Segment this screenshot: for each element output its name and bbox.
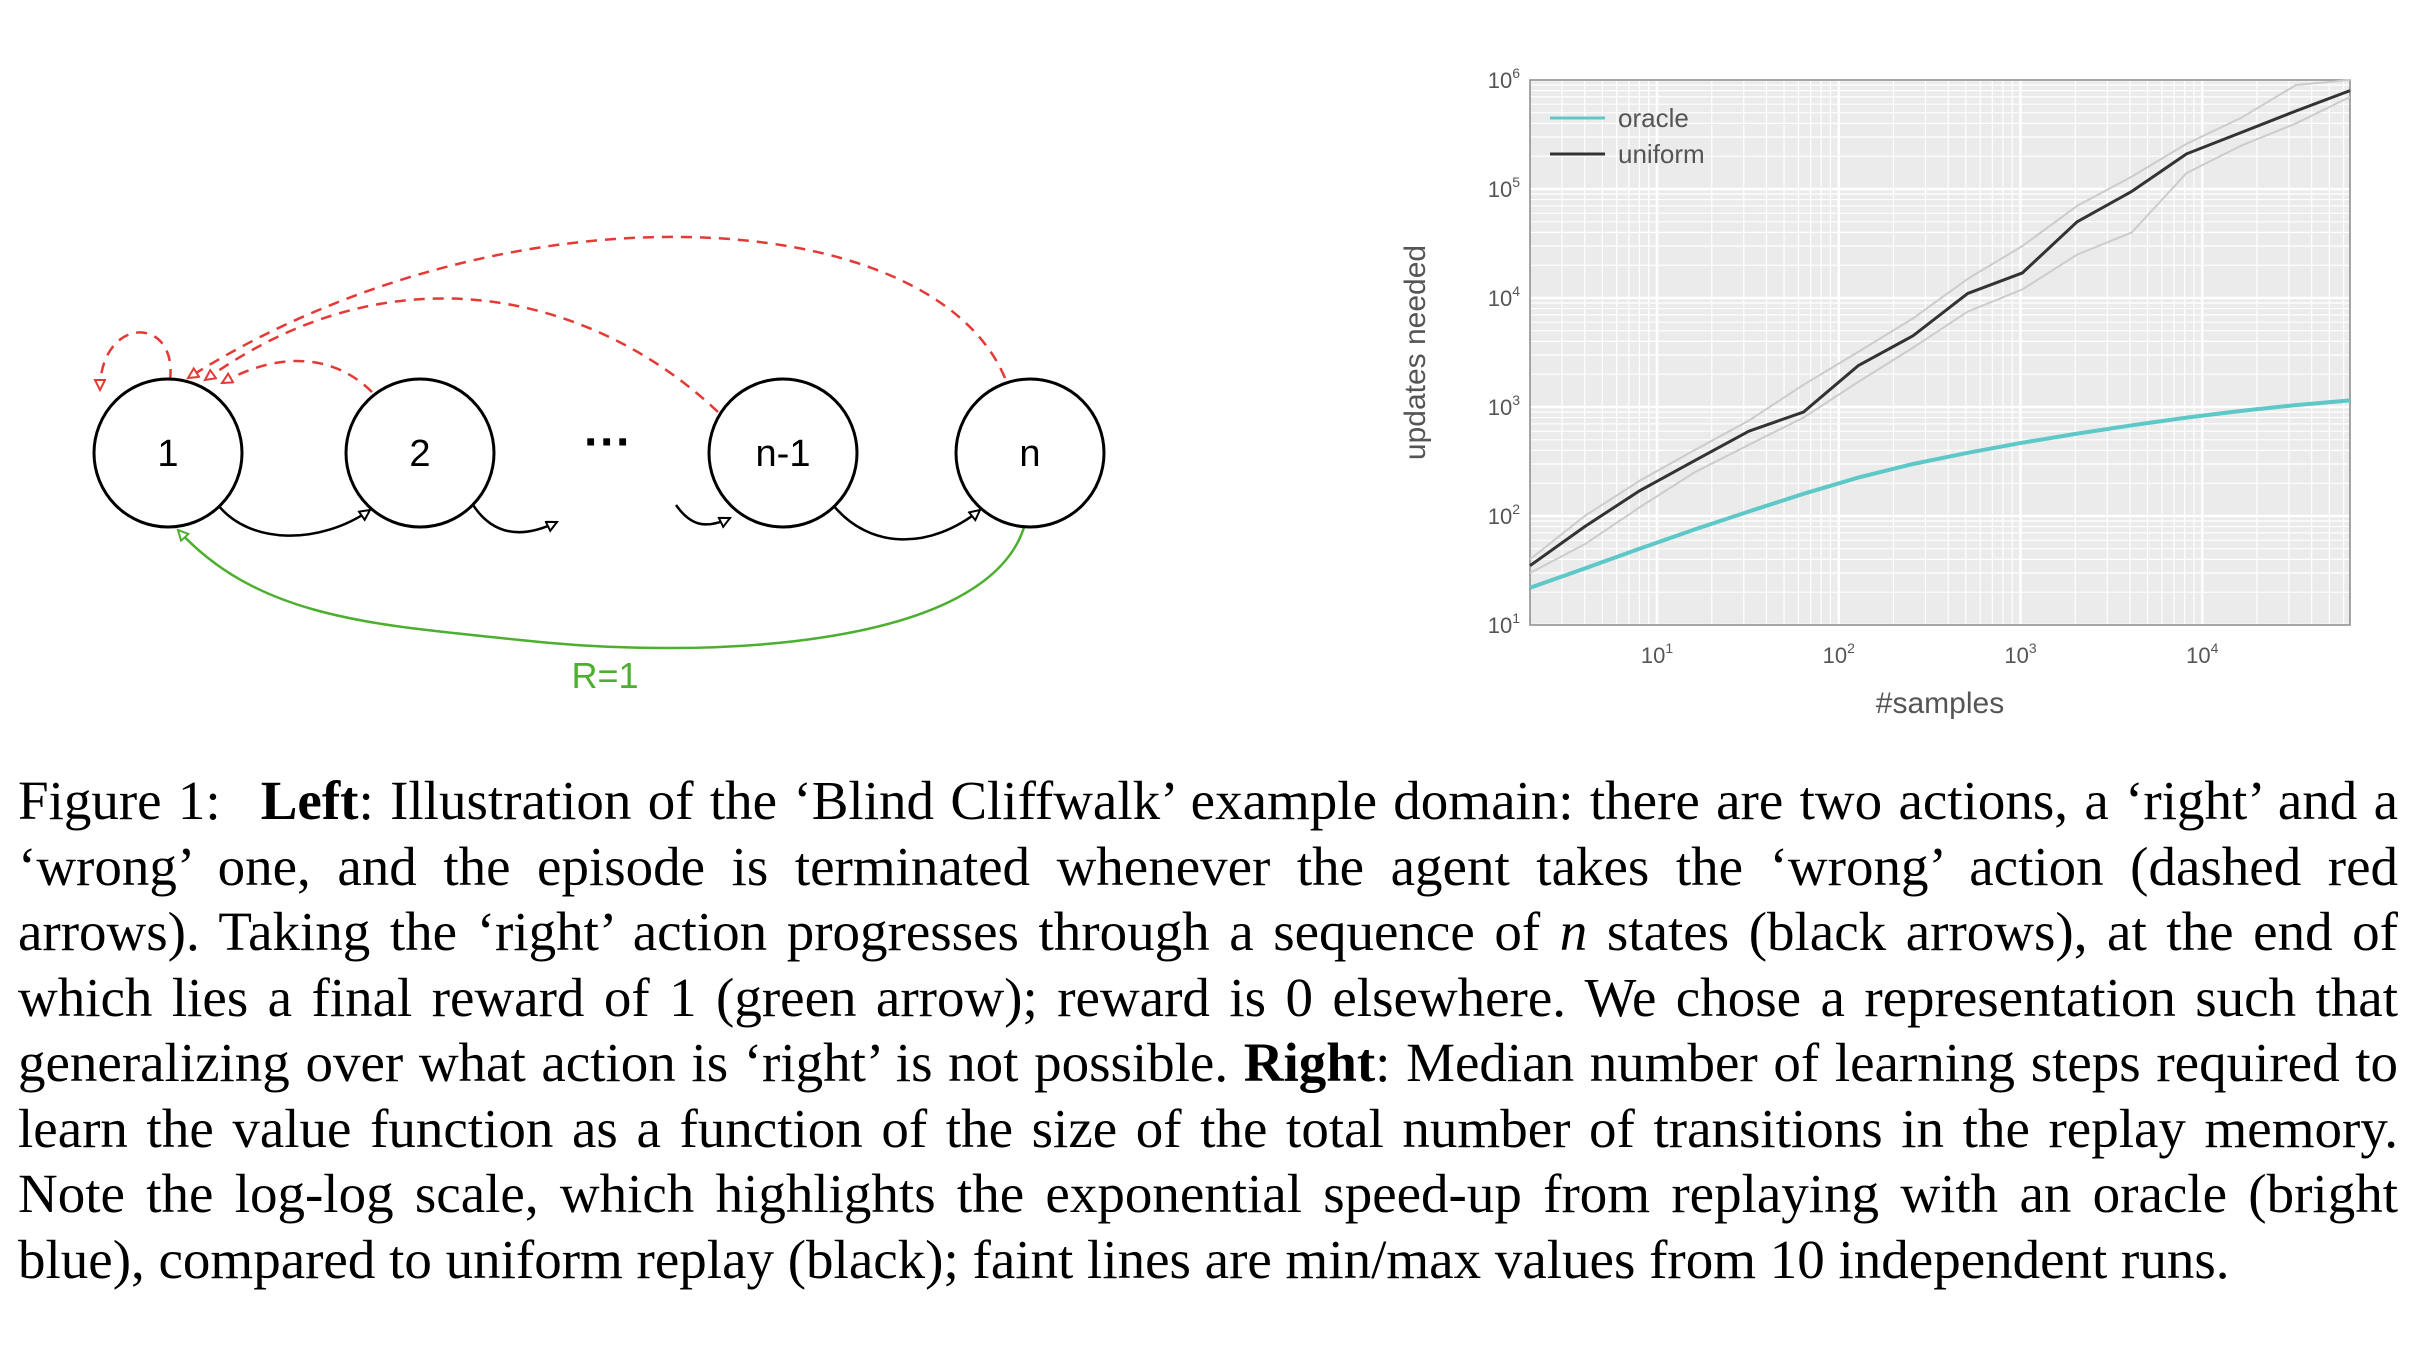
y-tick-label: 106	[1488, 65, 1520, 93]
state-label: n-1	[756, 433, 811, 475]
y-tick-label: 105	[1488, 174, 1520, 202]
reward-arrow	[178, 523, 1027, 650]
wrong-arrow-n1-to-1	[205, 297, 719, 413]
legend-label-oracle: oracle	[1618, 103, 1689, 133]
right-arrow-in-n1	[674, 504, 730, 524]
state-label: n	[1019, 433, 1040, 475]
right-action-arrows	[217, 499, 980, 541]
wrong-arrow-n-to-1	[188, 235, 1007, 378]
state-label: 1	[157, 433, 178, 475]
plot-frame	[1529, 79, 2351, 626]
y-tick-label: 103	[1488, 392, 1520, 420]
state-node-2: 2	[344, 377, 496, 529]
wrong-action-arrows	[100, 235, 1007, 413]
x-tick-label: 102	[1823, 640, 1855, 668]
legend-label-uniform: uniform	[1618, 139, 1705, 169]
caption-right-label: Right	[1243, 1032, 1376, 1093]
x-tick-label: 103	[2004, 640, 2036, 668]
caption-left-text: : Illustration of the ‘Blind Cliffwalk’ …	[18, 770, 2398, 962]
right-arrow-1-to-2	[217, 504, 370, 537]
state-node-1: 1	[92, 377, 244, 529]
blind-cliffwalk-diagram: R=1 1 2 ··· n-1 n	[92, 235, 1106, 696]
caption-left-text-2: states (black arrows), at the end of whi…	[18, 901, 2398, 1093]
right-arrow-2-out	[468, 499, 557, 534]
x-tick-label: 104	[2186, 640, 2218, 668]
figure-caption: Figure 1: Left: Illustration of the ‘Blin…	[18, 768, 2398, 1292]
state-node-n-1: n-1	[707, 377, 859, 529]
state-label: 2	[409, 433, 430, 475]
series-min-line	[1529, 96, 2351, 574]
caption-n-symbol: n	[1559, 901, 1588, 962]
state-node-n: n	[954, 377, 1106, 529]
caption-prefix: Figure 1:	[18, 770, 221, 831]
series-line-oracle	[1529, 398, 2351, 590]
wrong-arrow-2-to-1	[222, 359, 373, 393]
ellipsis: ···	[584, 416, 632, 469]
caption-right-text: : Median number of learning steps requir…	[18, 1032, 2399, 1290]
y-tick-label: 101	[1488, 610, 1520, 638]
x-axis-label: #samples	[1876, 687, 2004, 720]
series-max-line	[1529, 79, 2351, 561]
y-tick-label: 104	[1488, 283, 1520, 311]
series-line-uniform	[1529, 89, 2351, 567]
x-tick-label: 101	[1641, 640, 1673, 668]
y-axis-label: updates needed	[1399, 245, 1432, 460]
wrong-arrow-self-1	[100, 331, 172, 390]
updates-vs-samples-chart: 101 102 103 104 101 102 103 104 105 106 #samples up…	[1399, 65, 2351, 720]
y-tick-label: 102	[1488, 501, 1520, 529]
caption-left-label: Left	[260, 770, 359, 831]
right-arrow-n1-to-n	[832, 504, 980, 541]
plot-area	[1530, 80, 2350, 625]
reward-label: R=1	[571, 655, 638, 696]
